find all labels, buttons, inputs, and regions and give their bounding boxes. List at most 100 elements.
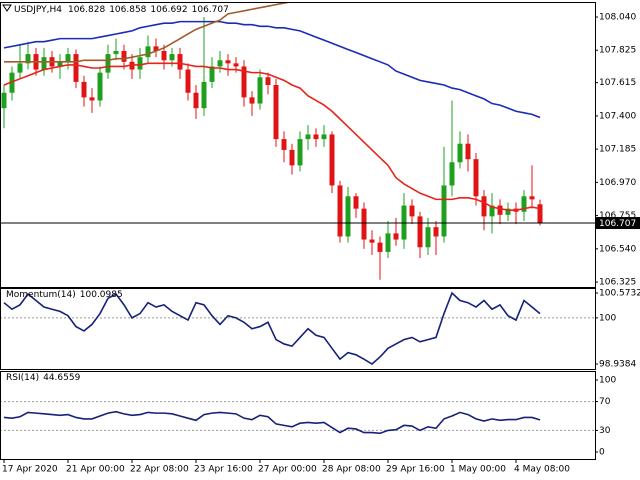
x-tick-label: 4 May 08:00 (514, 465, 570, 475)
rsi-panel (0, 371, 596, 460)
candle-body (425, 227, 431, 248)
candle-body (465, 143, 471, 160)
candle-body (497, 205, 503, 215)
candle-body (529, 196, 535, 200)
y-tick-label: 106.970 (599, 178, 636, 188)
candle-body (65, 54, 71, 62)
candle-body (17, 63, 23, 73)
candle-body (145, 46, 151, 58)
chart-title: USDJPY,H4 106.828 106.858 106.692 106.707 (14, 5, 229, 15)
candle-body (377, 242, 383, 252)
indicator-title: RSI(14) 44.6559 (6, 373, 81, 383)
candle-body (1, 92, 7, 109)
candle-body (521, 196, 527, 212)
x-tick-label: 21 Apr 00:00 (66, 465, 125, 475)
candle-body (393, 233, 399, 240)
candle-body (281, 139, 287, 150)
symbol-icon (2, 4, 12, 12)
candle-body (161, 50, 167, 61)
candle-body (305, 134, 311, 140)
x-tick-label: 28 Apr 08:00 (322, 465, 381, 475)
candle-body (89, 97, 95, 101)
candle-body (417, 216, 423, 248)
candle-body (353, 196, 359, 209)
symbol-title: USDJPY,H4 (14, 5, 62, 15)
candle-body (225, 60, 231, 64)
candle-body (361, 208, 367, 240)
candle-body (257, 77, 263, 104)
y-tick-label: 30 (599, 426, 611, 436)
candle-body (201, 81, 207, 109)
indicator-title: Momentum(14) 100.0985 (6, 290, 123, 300)
candle-body (177, 54, 183, 70)
candle-body (137, 57, 143, 70)
current-price-label: 106.707 (599, 219, 636, 229)
indicator-name: Momentum(14) (6, 290, 76, 300)
candle-body (321, 134, 327, 140)
indicator-line (3, 410, 541, 435)
candle-body (537, 204, 543, 224)
panel-plot (1, 401, 595, 435)
x-tick-label: 22 Apr 08:00 (130, 465, 189, 475)
indicator-line (3, 62, 541, 211)
y-tick-label: 106.755 (599, 211, 636, 221)
candle-body (41, 57, 47, 70)
indicator-line (4, 3, 289, 63)
indicator-name: RSI(14) (6, 373, 39, 383)
candle-body (457, 143, 463, 163)
candle-body (249, 97, 255, 104)
candle-body (73, 54, 79, 82)
y-tick-label: 107.185 (599, 145, 636, 155)
candle-body (345, 196, 351, 237)
y-tick-label: 107.615 (599, 78, 636, 88)
candle-body (113, 50, 119, 55)
candle-body (489, 205, 495, 217)
y-tick-label: 107.825 (599, 46, 636, 56)
y-tick-label: 106.325 (599, 278, 636, 288)
candle-body (369, 239, 375, 243)
momentum-panel (0, 288, 596, 370)
candle-body (185, 69, 191, 93)
candle-body (265, 77, 271, 85)
x-tick-label: 23 Apr 16:00 (194, 465, 253, 475)
candle-body (153, 46, 159, 51)
candle-body (97, 72, 103, 101)
y-tick-label: 100 (599, 313, 616, 323)
candle-body (241, 66, 247, 98)
indicator-value: 44.6559 (43, 373, 80, 383)
panel-plot (1, 291, 595, 365)
ohlc-close: 106.707 (192, 5, 229, 15)
candle-body (441, 185, 447, 237)
candle-body (25, 54, 31, 64)
candle-body (313, 134, 319, 140)
x-tick-label: 27 Apr 00:00 (258, 465, 317, 475)
candle-body (169, 54, 175, 61)
indicator-line (3, 20, 541, 119)
ohlc-low: 106.692 (150, 5, 187, 15)
y-tick-label: 106.540 (599, 244, 636, 254)
y-tick-label: 0 (599, 448, 605, 458)
candle-body (233, 63, 239, 67)
ohlc-open: 106.828 (68, 5, 105, 15)
y-tick-label: 107.400 (599, 111, 636, 121)
candle-body (337, 185, 343, 237)
indicator-line (3, 291, 541, 365)
x-tick-label: 1 May 00:00 (450, 465, 506, 475)
candle-body (433, 227, 439, 237)
candle-body (385, 233, 391, 252)
candle-body (217, 60, 223, 67)
candle-body (449, 162, 455, 186)
candle-body (473, 159, 479, 197)
candle-body (105, 54, 111, 73)
candle-body (193, 92, 199, 109)
candle-body (289, 149, 295, 166)
y-tick-label: 70 (599, 397, 611, 407)
candle-body (121, 50, 127, 62)
candle-body (505, 208, 511, 215)
candle-body (297, 139, 303, 166)
candle-body (409, 205, 415, 217)
current-price-tag (596, 217, 640, 230)
y-tick-label: 100 (599, 376, 616, 386)
